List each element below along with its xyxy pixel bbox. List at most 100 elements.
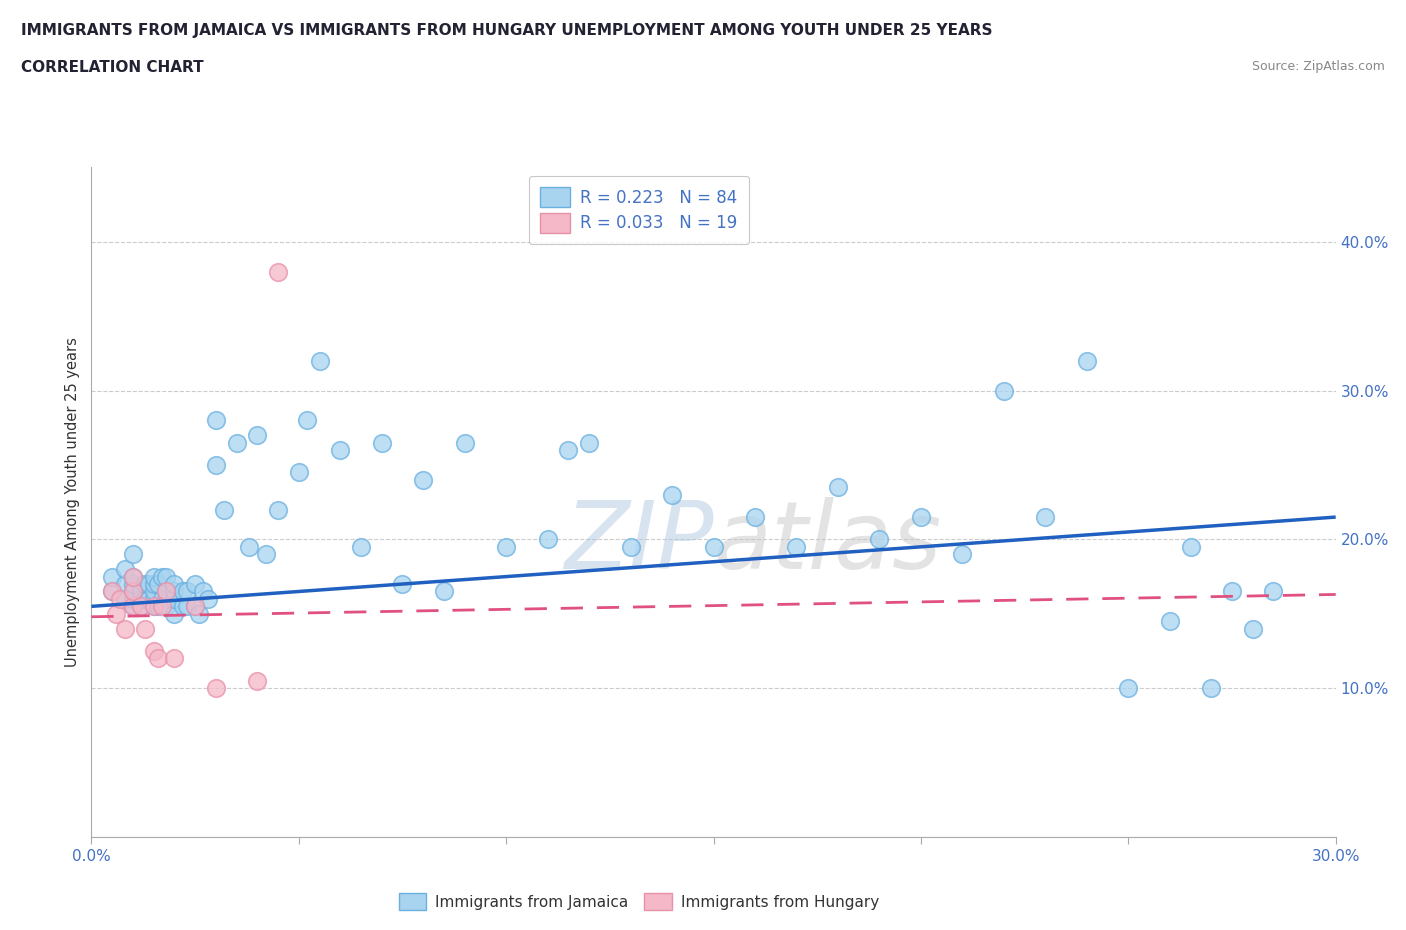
Point bbox=[146, 599, 169, 614]
Point bbox=[785, 539, 807, 554]
Point bbox=[150, 591, 173, 606]
Point bbox=[105, 606, 128, 621]
Point bbox=[184, 577, 207, 591]
Text: Source: ZipAtlas.com: Source: ZipAtlas.com bbox=[1251, 60, 1385, 73]
Point bbox=[1035, 510, 1057, 525]
Point bbox=[138, 577, 160, 591]
Point bbox=[146, 577, 169, 591]
Point bbox=[155, 584, 177, 599]
Point bbox=[1180, 539, 1202, 554]
Point bbox=[212, 502, 235, 517]
Point bbox=[163, 606, 186, 621]
Point bbox=[172, 599, 194, 614]
Point bbox=[142, 644, 165, 658]
Point bbox=[184, 599, 207, 614]
Point bbox=[142, 599, 165, 614]
Point bbox=[329, 443, 352, 458]
Point bbox=[172, 584, 194, 599]
Point bbox=[155, 584, 177, 599]
Point bbox=[238, 539, 260, 554]
Point bbox=[557, 443, 579, 458]
Point bbox=[163, 651, 186, 666]
Point bbox=[661, 487, 683, 502]
Point bbox=[702, 539, 725, 554]
Point bbox=[205, 681, 228, 696]
Point bbox=[619, 539, 641, 554]
Point bbox=[1241, 621, 1264, 636]
Point bbox=[188, 606, 211, 621]
Point bbox=[412, 472, 434, 487]
Point bbox=[129, 584, 152, 599]
Point bbox=[993, 383, 1015, 398]
Point bbox=[295, 413, 318, 428]
Point bbox=[1220, 584, 1243, 599]
Point bbox=[1076, 353, 1098, 368]
Point bbox=[121, 599, 145, 614]
Point bbox=[578, 435, 600, 450]
Point bbox=[101, 584, 124, 599]
Point bbox=[176, 584, 198, 599]
Point bbox=[827, 480, 849, 495]
Point bbox=[910, 510, 932, 525]
Text: IMMIGRANTS FROM JAMAICA VS IMMIGRANTS FROM HUNGARY UNEMPLOYMENT AMONG YOUTH UNDE: IMMIGRANTS FROM JAMAICA VS IMMIGRANTS FR… bbox=[21, 23, 993, 38]
Text: ZIP: ZIP bbox=[564, 497, 713, 588]
Point bbox=[308, 353, 330, 368]
Point bbox=[163, 591, 186, 606]
Point bbox=[121, 569, 145, 584]
Point bbox=[287, 465, 309, 480]
Point bbox=[114, 577, 136, 591]
Point bbox=[142, 577, 165, 591]
Point bbox=[121, 584, 145, 599]
Point bbox=[121, 577, 145, 591]
Point bbox=[267, 502, 290, 517]
Point bbox=[184, 599, 207, 614]
Point bbox=[1263, 584, 1285, 599]
Text: CORRELATION CHART: CORRELATION CHART bbox=[21, 60, 204, 75]
Point bbox=[495, 539, 517, 554]
Point bbox=[453, 435, 475, 450]
Point bbox=[1201, 681, 1223, 696]
Point bbox=[110, 591, 132, 606]
Point bbox=[134, 621, 156, 636]
Point bbox=[134, 577, 156, 591]
Point bbox=[121, 569, 145, 584]
Point bbox=[950, 547, 973, 562]
Point bbox=[129, 599, 152, 614]
Point bbox=[155, 599, 177, 614]
Point bbox=[433, 584, 456, 599]
Point bbox=[254, 547, 277, 562]
Point bbox=[138, 591, 160, 606]
Point bbox=[163, 577, 186, 591]
Point bbox=[193, 584, 215, 599]
Point bbox=[176, 599, 198, 614]
Point bbox=[121, 591, 145, 606]
Point bbox=[371, 435, 394, 450]
Point bbox=[1118, 681, 1140, 696]
Legend: Immigrants from Jamaica, Immigrants from Hungary: Immigrants from Jamaica, Immigrants from… bbox=[392, 886, 884, 916]
Point bbox=[246, 428, 269, 443]
Point bbox=[536, 532, 558, 547]
Point bbox=[121, 584, 145, 599]
Y-axis label: Unemployment Among Youth under 25 years: Unemployment Among Youth under 25 years bbox=[65, 338, 80, 667]
Point bbox=[101, 584, 124, 599]
Point bbox=[129, 591, 152, 606]
Point bbox=[146, 651, 169, 666]
Point bbox=[114, 621, 136, 636]
Point bbox=[1159, 614, 1181, 629]
Point bbox=[225, 435, 247, 450]
Point bbox=[142, 599, 165, 614]
Point bbox=[134, 591, 156, 606]
Point bbox=[163, 584, 186, 599]
Point bbox=[129, 599, 152, 614]
Point bbox=[150, 569, 173, 584]
Point bbox=[869, 532, 891, 547]
Point bbox=[101, 569, 124, 584]
Point bbox=[121, 599, 145, 614]
Point bbox=[205, 458, 228, 472]
Point bbox=[246, 673, 269, 688]
Point bbox=[114, 591, 136, 606]
Point bbox=[142, 584, 165, 599]
Point bbox=[350, 539, 373, 554]
Point bbox=[155, 569, 177, 584]
Point bbox=[197, 591, 219, 606]
